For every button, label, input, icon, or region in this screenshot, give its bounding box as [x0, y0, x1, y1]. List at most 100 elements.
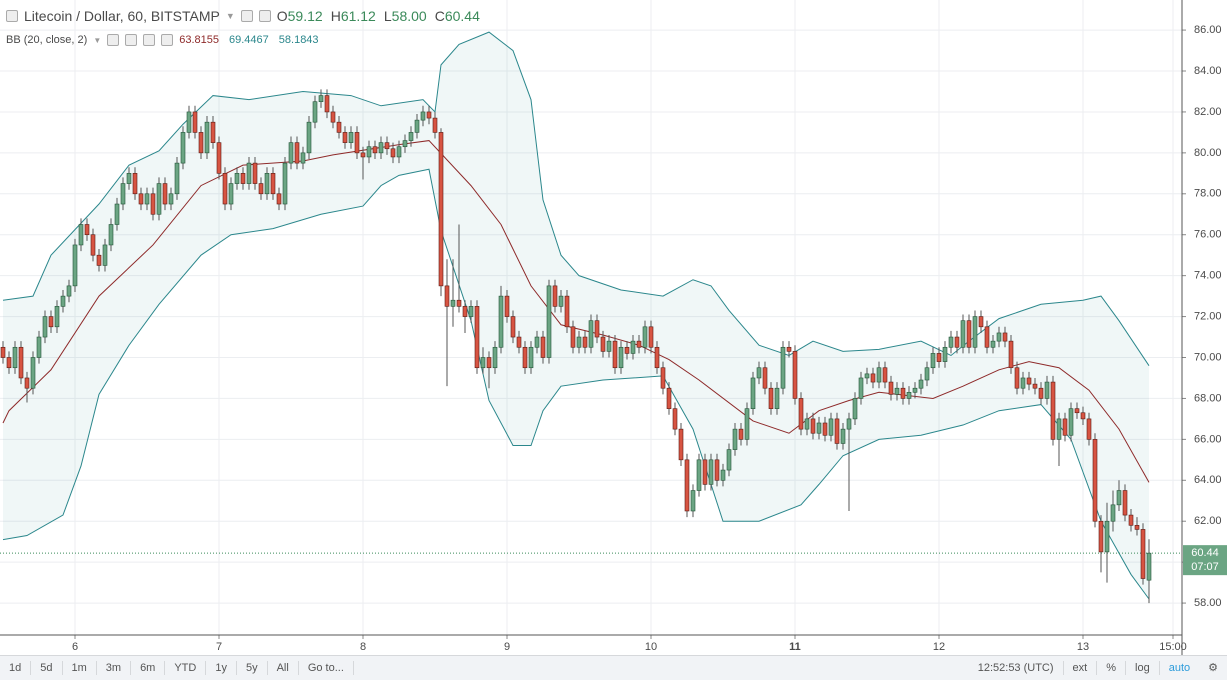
candle-body [378, 142, 384, 154]
collapse-icon[interactable] [6, 10, 18, 22]
candle-body [6, 357, 12, 369]
settings-gear[interactable]: ⚙ [1208, 662, 1218, 674]
candle-body [738, 428, 744, 440]
options: 12:52:53 (UTC) ext% log auto ⚙ [969, 661, 1227, 675]
range-button[interactable]: 1d [0, 661, 32, 675]
candle-body [1098, 520, 1104, 553]
candle-body [750, 377, 756, 409]
bottom-toolbar: 1d 5d 1m 3m 6m YTD 1y 5y All Go to... 12:52:53 (… [0, 655, 1227, 680]
range-button[interactable]: 1m [63, 661, 97, 675]
candle-body [72, 244, 78, 287]
goto-button[interactable]: Go to... [299, 661, 354, 675]
option-button[interactable]: auto [1168, 662, 1191, 674]
settings-icon[interactable] [125, 34, 138, 46]
ohlc-value: 58.00 [391, 8, 427, 24]
price-tag-label: 60.44 [1191, 547, 1219, 559]
x-tick-label: 6 [72, 641, 78, 653]
candle-body [984, 326, 990, 348]
candle-body [798, 398, 804, 430]
range-button[interactable]: YTD [165, 661, 207, 675]
candle-body [420, 111, 426, 121]
candle-body [324, 95, 330, 113]
ohlc-key: O [276, 8, 288, 24]
candle-body [444, 285, 450, 307]
band-fill [3, 32, 1149, 599]
range-button[interactable]: 1y [206, 661, 237, 675]
candle-body [954, 336, 960, 348]
candle-body [702, 459, 708, 485]
candle-body [384, 142, 390, 150]
candle-body [318, 95, 324, 103]
range-button[interactable]: 5d [31, 661, 63, 675]
candle-body [204, 121, 210, 154]
candle-body [966, 320, 972, 348]
y-tick-label: 80.00 [1194, 147, 1222, 159]
x-tick-label: 10 [645, 641, 657, 653]
x-tick-label: 13 [1077, 641, 1089, 653]
ohlc-item: O59.12 [277, 8, 323, 24]
candle-body [1002, 332, 1008, 342]
candle-body [708, 459, 714, 485]
candle-body [396, 146, 402, 158]
candle-body [342, 132, 348, 143]
y-tick-label: 84.00 [1194, 65, 1222, 77]
candle-body [726, 449, 732, 471]
candle-body [996, 332, 1002, 342]
indicator-value: 58.1843 [278, 34, 319, 46]
candle-body [528, 346, 534, 369]
candle-body [792, 351, 798, 399]
candle-body [294, 142, 300, 164]
candle-body [852, 398, 858, 420]
candle-body [516, 336, 522, 348]
candle-body [252, 162, 258, 184]
candle-body [906, 391, 912, 399]
candle-body [636, 340, 642, 348]
close-icon[interactable] [161, 34, 174, 46]
source-icon[interactable] [143, 34, 156, 46]
candle-body [0, 346, 6, 358]
candle-body [948, 336, 954, 348]
candle-body [828, 418, 834, 436]
settings-icon[interactable] [240, 10, 253, 22]
candle-body [822, 422, 828, 436]
candle-body [876, 367, 882, 383]
dropdown[interactable]: ▼ [93, 35, 102, 45]
candle-body [534, 336, 540, 348]
candle-body [390, 148, 396, 158]
range-button[interactable]: 5y [237, 661, 268, 675]
candle-body [672, 408, 678, 430]
candle-body [960, 320, 966, 348]
candle-body [474, 306, 480, 369]
option-button[interactable]: log [1126, 661, 1160, 675]
candle-body [1122, 490, 1128, 516]
candle-body [276, 193, 282, 205]
indicator-legend: BB (20, close, 2) ▼ 63.8155 69.4467 58.184… [6, 34, 319, 46]
candle-body [1062, 418, 1068, 436]
candle-body [816, 422, 822, 434]
dropdown[interactable]: ▼ [225, 11, 235, 21]
candle-body [30, 357, 36, 389]
option-button[interactable]: % [1097, 661, 1127, 675]
candle-body [588, 320, 594, 348]
range-button[interactable]: 6m [131, 661, 166, 675]
candle-body [102, 244, 108, 266]
candle-body [1068, 408, 1074, 436]
candle-body [1038, 387, 1044, 399]
candle-body [18, 346, 24, 379]
eye-icon[interactable] [107, 34, 120, 46]
candle-body [1116, 490, 1122, 506]
candle-body [312, 101, 318, 123]
candle-body [288, 142, 294, 164]
candle-body [558, 295, 564, 307]
candle-body [1044, 381, 1050, 399]
range-button[interactable]: All [268, 661, 299, 675]
candle-body [612, 340, 618, 369]
range-button[interactable]: 3m [97, 661, 132, 675]
candle-body [174, 162, 180, 195]
ohlc-value: 61.12 [340, 8, 376, 24]
candle-body [678, 428, 684, 461]
close-icon[interactable] [258, 10, 271, 22]
candle-body [1056, 418, 1062, 440]
indicator-value: 69.4467 [229, 34, 269, 46]
option-button[interactable]: ext [1064, 661, 1098, 675]
